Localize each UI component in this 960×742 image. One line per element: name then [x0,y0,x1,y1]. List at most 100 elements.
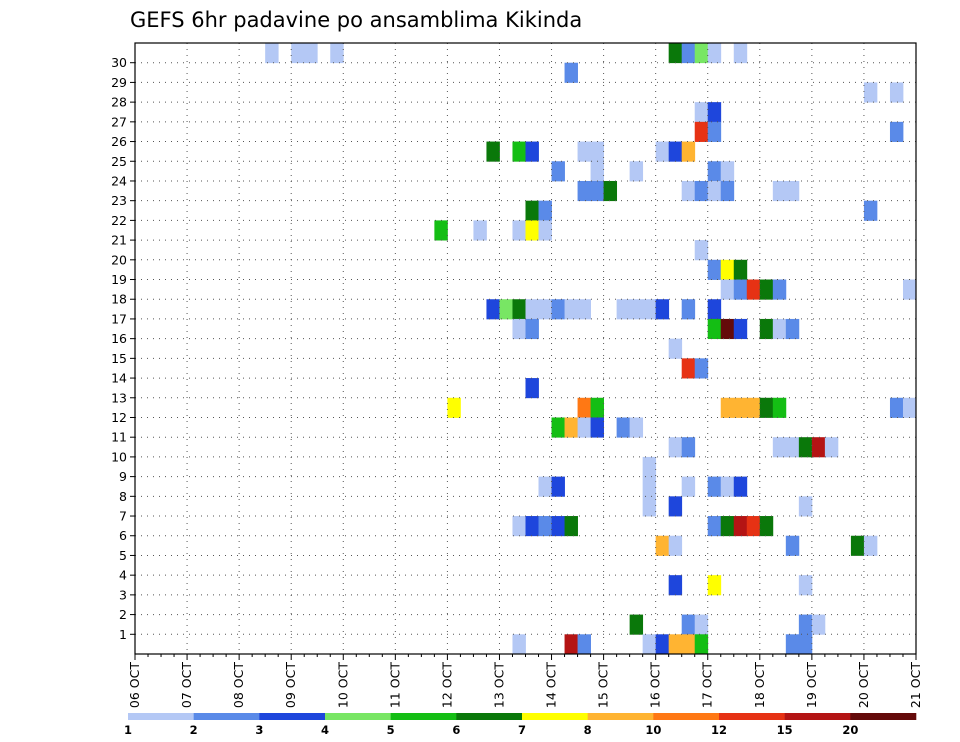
cell-m3-t41 [668,575,683,596]
cell-m5-t40 [655,535,670,556]
cell-m16-t50 [785,318,800,340]
y-tick-label: 6 [119,528,127,543]
cell-m26-t44 [707,121,722,142]
colorbar-label: 1 [124,723,132,737]
cell-m28-t56 [863,82,878,103]
y-tick-label: 17 [111,311,127,326]
cell-m18-t49 [772,279,787,300]
cell-m19-t44 [707,259,722,280]
cell-m6-t29 [512,516,526,537]
y-tick-label: 16 [111,331,127,346]
cell-m8-t32 [551,476,565,497]
y-tick-label: 2 [119,607,127,622]
y-tick-label: 30 [111,55,127,70]
cell-m24-t44 [707,161,722,182]
colorbar-label: 12 [711,723,727,737]
x-tick-label: 19 OCT [804,662,819,708]
y-tick-label: 4 [119,568,127,583]
y-tick-label: 24 [111,173,127,188]
colorbar-segment [653,713,720,720]
y-tick-label: 10 [111,449,127,464]
cell-m17-t31 [538,299,552,320]
cell-m1-t52 [811,614,826,635]
cell-m0-t40 [655,634,670,655]
cell-m9-t39 [642,456,657,478]
cell-m21-t29 [512,220,526,241]
cell-m6-t33 [564,516,578,537]
cell-m16-t49 [772,318,787,340]
cell-m19-t45 [720,259,735,280]
cell-m19-t46 [733,259,748,280]
cell-m8-t46 [733,476,748,497]
cell-m22-t56 [863,200,878,221]
cell-m7-t51 [798,496,813,517]
cell-m22-t31 [538,200,552,221]
colorbar-label: 7 [518,723,526,737]
plot-frame [134,42,917,655]
colorbar-segment [128,713,194,720]
y-tick-label: 23 [111,193,127,208]
cell-m6-t45 [720,516,735,537]
cell-m17-t33 [564,299,578,320]
colorbar-segment [456,713,523,720]
cell-m10-t51 [798,437,813,458]
y-axis: 1234567891011121314151617181920212223242… [111,55,135,642]
cell-m0-t29 [512,634,526,655]
colorbar-label: 10 [645,723,661,737]
colorbar-segment [719,713,785,720]
colorbar-segment [259,713,326,720]
cell-m6-t32 [551,516,565,537]
cell-m17-t37 [616,299,631,320]
cell-m12-t58 [889,397,904,418]
cell-m17-t32 [551,299,565,320]
cell-m6-t46 [733,516,748,537]
cell-m11-t37 [616,417,631,438]
cell-m23-t49 [772,180,787,202]
cell-m23-t43 [694,180,709,202]
cell-m5-t50 [785,535,800,556]
cell-m8-t39 [642,476,657,497]
cell-m23-t34 [577,180,591,202]
cell-m7-t41 [668,496,683,517]
cell-m25-t29 [512,141,526,162]
cell-m12-t34 [577,397,591,418]
cell-m21-t30 [525,220,539,241]
y-tick-label: 21 [111,233,127,248]
cell-m12-t45 [720,397,735,418]
cell-m25-t42 [681,141,696,162]
colorbar-label: 4 [321,723,329,737]
y-tick-label: 27 [111,114,127,129]
cell-m24-t38 [629,161,644,182]
x-tick-label: 15 OCT [596,662,611,708]
cell-m30-t10 [265,43,279,64]
cell-m18-t46 [733,279,748,300]
y-tick-label: 8 [119,489,127,504]
cell-m30-t13 [304,43,318,64]
cell-m20-t43 [694,240,709,261]
cell-m17-t28 [499,299,513,320]
cell-m16-t48 [759,318,774,340]
cell-m18-t47 [746,279,761,300]
y-tick-label: 15 [111,351,127,366]
cell-m29-t33 [564,62,578,83]
colorbar-label: 8 [584,723,592,737]
cell-m11-t34 [577,417,591,438]
y-tick-label: 18 [111,292,127,307]
colorbar-segment [325,713,391,720]
y-tick-label: 3 [119,587,127,602]
cell-m21-t26 [473,220,487,241]
cell-m10-t50 [785,437,800,458]
y-tick-label: 25 [111,154,127,169]
y-tick-label: 11 [111,430,127,445]
cell-m1-t38 [629,614,644,635]
colorbar: 1 2 3 4 5 6 7 8 10 12 15 20 [124,713,917,737]
colorbar-label: 2 [190,723,198,737]
x-tick-label: 17 OCT [700,662,715,708]
cell-m11-t32 [551,417,565,438]
cell-m13-t30 [525,378,539,399]
cell-m30-t41 [668,43,683,64]
cell-m12-t35 [590,397,604,418]
cell-m16-t44 [707,318,722,340]
cell-m17-t39 [642,299,657,320]
